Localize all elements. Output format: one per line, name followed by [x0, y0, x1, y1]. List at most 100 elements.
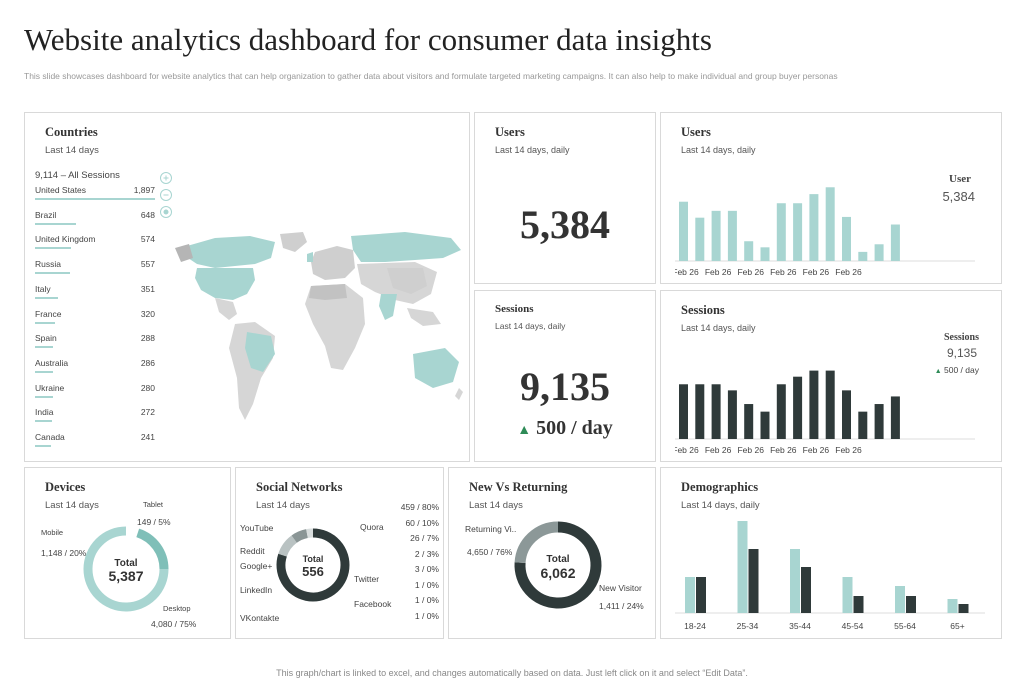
new-returning-total-label: Total	[546, 554, 569, 565]
devices-slice[interactable]	[83, 526, 169, 612]
sessions-bar[interactable]	[711, 384, 721, 439]
users-bar[interactable]	[825, 187, 835, 261]
users-bar[interactable]	[727, 210, 737, 261]
all-sessions-label: 9,114 – All Sessions	[35, 170, 120, 181]
map-russia	[351, 232, 461, 262]
country-row[interactable]: United States 1,897	[35, 185, 155, 207]
social-slice[interactable]	[278, 535, 298, 557]
social-slice[interactable]	[291, 529, 309, 543]
map-nz	[455, 388, 463, 400]
devices-slice[interactable]	[136, 528, 169, 570]
devices-tablet-value: 149 / 5%	[137, 517, 171, 527]
demographics-bar[interactable]	[696, 577, 706, 613]
sessions-bar[interactable]	[858, 411, 868, 439]
country-value: 241	[140, 432, 155, 442]
country-row[interactable]: France 320	[35, 309, 155, 331]
demographics-bar[interactable]	[842, 577, 853, 613]
sessions-bar[interactable]	[825, 370, 835, 439]
sessions-chart-legend-value: 9,135	[946, 346, 977, 360]
demographics-bar[interactable]	[801, 567, 811, 613]
map-greenland	[280, 232, 307, 252]
sessions-bar[interactable]	[695, 384, 705, 439]
country-row[interactable]: United Kingdom 574	[35, 234, 155, 256]
social-network-value: 2 / 3%	[414, 548, 439, 559]
sessions-bar[interactable]	[776, 384, 786, 439]
users-bar[interactable]	[890, 224, 900, 261]
social-network-value: 1 / 0%	[414, 579, 439, 590]
new-returning-slice[interactable]	[514, 521, 602, 609]
users-xlabel: Feb 26	[835, 267, 862, 277]
demographics-bar[interactable]	[958, 604, 969, 613]
sessions-chart-legend-label: Sessions	[943, 332, 979, 343]
country-name: Spain	[35, 333, 57, 344]
demographics-bar[interactable]	[685, 577, 695, 613]
demographics-xlabel: 55-64	[894, 621, 916, 631]
sessions-bar[interactable]	[760, 411, 770, 439]
zoom-reset-icon[interactable]	[160, 206, 172, 218]
sessions-bar[interactable]	[744, 404, 754, 439]
users-bar[interactable]	[858, 251, 868, 261]
social-slice[interactable]	[276, 528, 350, 602]
sessions-xlabel: Feb 26	[770, 445, 797, 455]
demographics-title: Demographics	[681, 480, 759, 494]
users-bar[interactable]	[793, 203, 803, 261]
sessions-bar[interactable]	[842, 390, 851, 439]
map-sea	[407, 308, 441, 326]
demographics-bar[interactable]	[947, 599, 958, 613]
country-name: France	[35, 308, 62, 319]
new-returning-slice[interactable]	[514, 521, 559, 564]
country-value: 288	[140, 333, 155, 344]
sessions-bar[interactable]	[793, 376, 803, 439]
country-row[interactable]: Brazil 648	[35, 210, 155, 232]
users-bar[interactable]	[842, 216, 851, 261]
map-uk	[307, 252, 313, 262]
social-network-label: LinkedIn	[240, 585, 273, 595]
sessions-bar[interactable]	[874, 404, 884, 439]
users-bar[interactable]	[760, 247, 770, 261]
country-row[interactable]: Australia 286	[35, 358, 155, 380]
users-bar[interactable]	[679, 201, 688, 261]
sessions-bar[interactable]	[679, 384, 688, 439]
sessions-bar[interactable]	[809, 370, 819, 439]
country-row[interactable]: Russia 557	[35, 259, 155, 281]
country-share-bar	[35, 321, 56, 324]
users-chart-period: Last 14 days, daily	[681, 145, 756, 155]
demographics-bar[interactable]	[906, 596, 916, 613]
users-bar[interactable]	[874, 244, 884, 261]
country-value: 648	[140, 209, 155, 220]
world-map[interactable]	[175, 228, 465, 443]
sessions-chart-title: Sessions	[681, 303, 725, 317]
country-row[interactable]: Spain 288	[35, 333, 155, 355]
users-xlabel: Feb 26	[737, 267, 764, 277]
country-row[interactable]: Canada 241	[35, 432, 155, 454]
country-name: Australia	[35, 357, 69, 368]
country-row[interactable]: Ukraine 280	[35, 383, 155, 405]
map-australia	[413, 348, 459, 388]
demographics-bar[interactable]	[895, 586, 905, 613]
users-xlabel: Feb 26	[770, 267, 797, 277]
users-bar[interactable]	[744, 241, 754, 261]
users-bar[interactable]	[809, 194, 819, 261]
countries-panel: Countries Last 14 days 9,114 – All Sessi…	[24, 112, 470, 462]
zoom-in-icon[interactable]	[160, 172, 172, 184]
country-value: 574	[140, 234, 155, 245]
sessions-bar[interactable]	[727, 390, 737, 439]
country-row[interactable]: Italy 351	[35, 284, 155, 306]
sessions-chart-panel: Sessions Last 14 days, daily Sessions 9,…	[660, 290, 1002, 462]
devices-slice[interactable]	[125, 526, 140, 538]
demographics-bar[interactable]	[790, 549, 800, 613]
users-bar[interactable]	[776, 203, 786, 261]
demographics-bar[interactable]	[853, 596, 864, 613]
demographics-bar[interactable]	[748, 549, 759, 613]
countries-period: Last 14 days	[45, 145, 99, 156]
social-network-value: 1 / 0%	[414, 595, 439, 605]
users-bar[interactable]	[711, 210, 721, 261]
users-xlabel: Feb 26	[803, 267, 830, 277]
sessions-bar[interactable]	[890, 396, 900, 439]
country-row[interactable]: India 272	[35, 407, 155, 429]
social-slice[interactable]	[306, 528, 314, 539]
demographics-bar[interactable]	[737, 521, 748, 613]
users-bar[interactable]	[695, 217, 705, 261]
new-returning-total-value: 6,062	[540, 565, 575, 581]
zoom-out-icon[interactable]	[160, 189, 172, 201]
